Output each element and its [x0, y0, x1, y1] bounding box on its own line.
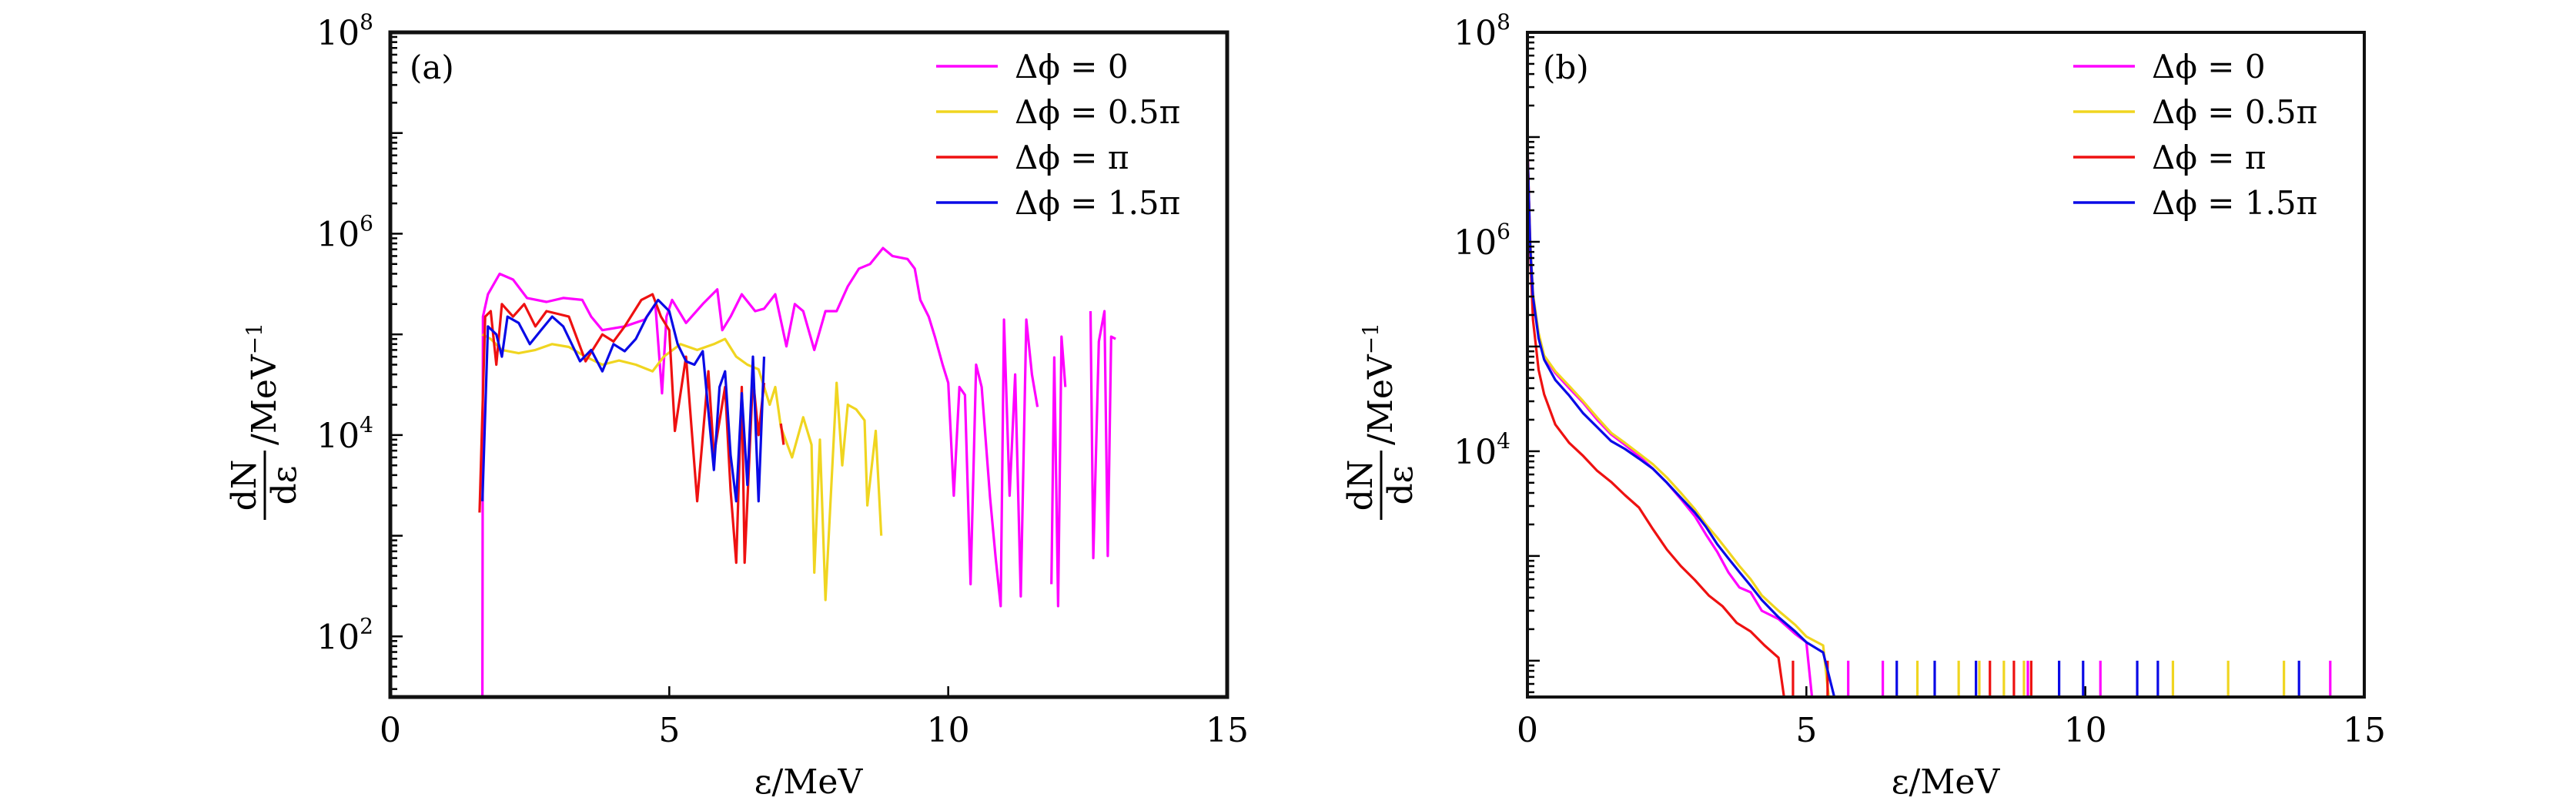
y-tick-label: 106: [316, 210, 373, 254]
series-line-3: [481, 298, 766, 503]
y-tick-label: 104: [1454, 428, 1510, 472]
plot-area: [1527, 142, 2332, 697]
x-axis-title: ε/MeV: [754, 762, 864, 802]
x-tick-label: 0: [380, 711, 401, 750]
plot-frame: [1526, 31, 2366, 699]
legend-item: Δϕ = 0.5π: [936, 93, 1180, 131]
unit: /MeV: [1361, 354, 1400, 445]
series-line-1: [481, 333, 883, 602]
y-tick-label: 108: [1454, 9, 1510, 53]
y-tick-base: 10: [316, 14, 360, 53]
y-tick-base: 10: [1454, 223, 1497, 263]
legend-label: Δϕ = 1.5π: [1015, 184, 1180, 222]
x-tick-label: 10: [927, 711, 970, 750]
y-tick-exponent: 4: [360, 412, 373, 437]
legend-item: Δϕ = π: [2073, 139, 2266, 176]
plot-area: [478, 246, 1116, 697]
legend-item: Δϕ = 0: [936, 48, 1129, 85]
unit-exponent: −1: [242, 323, 267, 354]
y-tick-exponent: 8: [1497, 9, 1510, 35]
legend-label: Δϕ = 0: [1015, 48, 1129, 85]
y-axis-title: dN dε /MeV−1: [1341, 323, 1420, 520]
y-tick-base: 10: [1454, 14, 1497, 53]
legend-label: Δϕ = 1.5π: [2152, 184, 2317, 222]
series-line-0: [1527, 147, 1814, 697]
x-tick-label: 0: [1517, 711, 1538, 750]
x-tick-label: 5: [658, 711, 680, 750]
y-axis-title: dN dε /MeV−1: [225, 323, 304, 520]
y-tick-base: 10: [316, 215, 360, 254]
x-axis-title: ε/MeV: [1892, 762, 2001, 802]
unit-exponent: −1: [1358, 323, 1383, 354]
legend-label: Δϕ = 0: [2152, 48, 2266, 85]
y-title-numerator: dN: [1341, 460, 1380, 511]
legend-label: Δϕ = 0.5π: [1015, 93, 1180, 131]
y-tick-exponent: 8: [360, 9, 373, 35]
y-tick-base: 10: [316, 417, 360, 456]
y-title-numerator: dN: [225, 460, 264, 511]
y-tick-label: 104: [316, 412, 373, 456]
y-tick-exponent: 6: [360, 210, 373, 236]
legend-label: Δϕ = 0.5π: [2152, 93, 2317, 131]
legend-label: Δϕ = π: [2152, 139, 2266, 176]
series-line-2: [478, 293, 785, 565]
legend-item: Δϕ = 1.5π: [936, 184, 1180, 222]
x-tick-label: 15: [1206, 711, 1249, 750]
y-title-unit: /MeV−1: [1358, 323, 1400, 445]
y-tick-exponent: 2: [360, 613, 373, 638]
plot-frame: [388, 30, 1229, 699]
x-tick-label: 15: [2343, 711, 2386, 750]
y-tick-label: 108: [316, 9, 373, 53]
y-tick-exponent: 4: [1497, 428, 1510, 454]
series-line-2: [1527, 142, 1785, 697]
series-line-1: [1527, 152, 1830, 697]
y-tick-exponent: 6: [1497, 219, 1510, 244]
legend-item: Δϕ = π: [936, 139, 1129, 176]
x-tick-label: 5: [1795, 711, 1817, 750]
y-title-unit: /MeV−1: [242, 323, 284, 445]
panel-label: (b): [1543, 49, 1589, 86]
series-line-3: [1527, 147, 1836, 697]
series-line-0: [481, 246, 1116, 697]
unit: /MeV: [245, 354, 284, 445]
legend-label: Δϕ = π: [1015, 139, 1129, 176]
legend-item: Δϕ = 1.5π: [2073, 184, 2317, 222]
y-tick-base: 10: [1454, 433, 1497, 472]
y-title-denominator: dε: [1381, 466, 1420, 505]
y-tick-label: 102: [316, 613, 373, 657]
legend-item: Δϕ = 0: [2073, 48, 2266, 85]
x-tick-label: 10: [2064, 711, 2107, 750]
y-tick-label: 106: [1454, 219, 1510, 263]
legend-item: Δϕ = 0.5π: [2073, 93, 2317, 131]
panel-label: (a): [410, 49, 454, 86]
y-title-denominator: dε: [265, 466, 304, 505]
y-tick-base: 10: [316, 618, 360, 657]
